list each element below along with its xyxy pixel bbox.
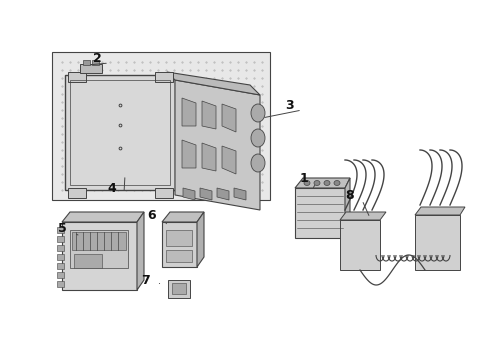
Ellipse shape [333,180,339,185]
Ellipse shape [313,180,319,185]
Bar [80,64,102,73]
Polygon shape [339,212,385,220]
Text: 1: 1 [299,171,308,185]
Ellipse shape [250,104,264,122]
Polygon shape [222,146,236,174]
Polygon shape [414,215,459,270]
Bar [52,52,269,200]
Bar [155,72,173,82]
Polygon shape [182,140,196,168]
Ellipse shape [324,180,329,185]
Polygon shape [62,222,137,290]
Text: 4: 4 [107,181,116,194]
Polygon shape [182,98,196,126]
Bar [70,80,170,185]
Polygon shape [414,207,464,215]
Bar [57,236,64,242]
Polygon shape [175,80,260,210]
Polygon shape [197,212,203,267]
Polygon shape [62,212,143,222]
Bar [57,272,64,278]
Polygon shape [202,143,216,171]
Ellipse shape [250,154,264,172]
Bar [68,72,86,82]
Bar [70,230,128,268]
Polygon shape [137,212,143,290]
Polygon shape [345,178,349,238]
Polygon shape [294,188,345,238]
Polygon shape [162,212,203,222]
Text: 5: 5 [58,221,66,234]
Bar [68,188,86,198]
Text: 8: 8 [345,189,354,202]
Polygon shape [234,188,245,200]
Polygon shape [200,188,212,200]
Bar [57,227,64,233]
Polygon shape [183,188,195,200]
Bar [165,230,192,246]
Bar [165,250,192,262]
Bar [74,254,102,268]
Bar [57,254,64,260]
Text: 3: 3 [285,99,294,112]
Bar [57,245,64,251]
Polygon shape [217,188,228,200]
Polygon shape [162,222,197,267]
Bar [57,263,64,269]
Polygon shape [202,101,216,129]
Bar [172,283,185,294]
Polygon shape [167,72,260,95]
Text: 6: 6 [147,208,156,221]
Polygon shape [294,178,349,188]
Bar [92,60,99,65]
Bar [83,60,90,65]
Bar [72,232,126,250]
Bar [57,281,64,287]
Text: 2: 2 [92,51,101,64]
Bar [155,188,173,198]
Polygon shape [339,220,379,270]
Ellipse shape [304,180,309,185]
Bar [168,280,190,298]
Text: 7: 7 [141,274,149,287]
Polygon shape [222,104,236,132]
Polygon shape [65,75,175,190]
Ellipse shape [250,129,264,147]
